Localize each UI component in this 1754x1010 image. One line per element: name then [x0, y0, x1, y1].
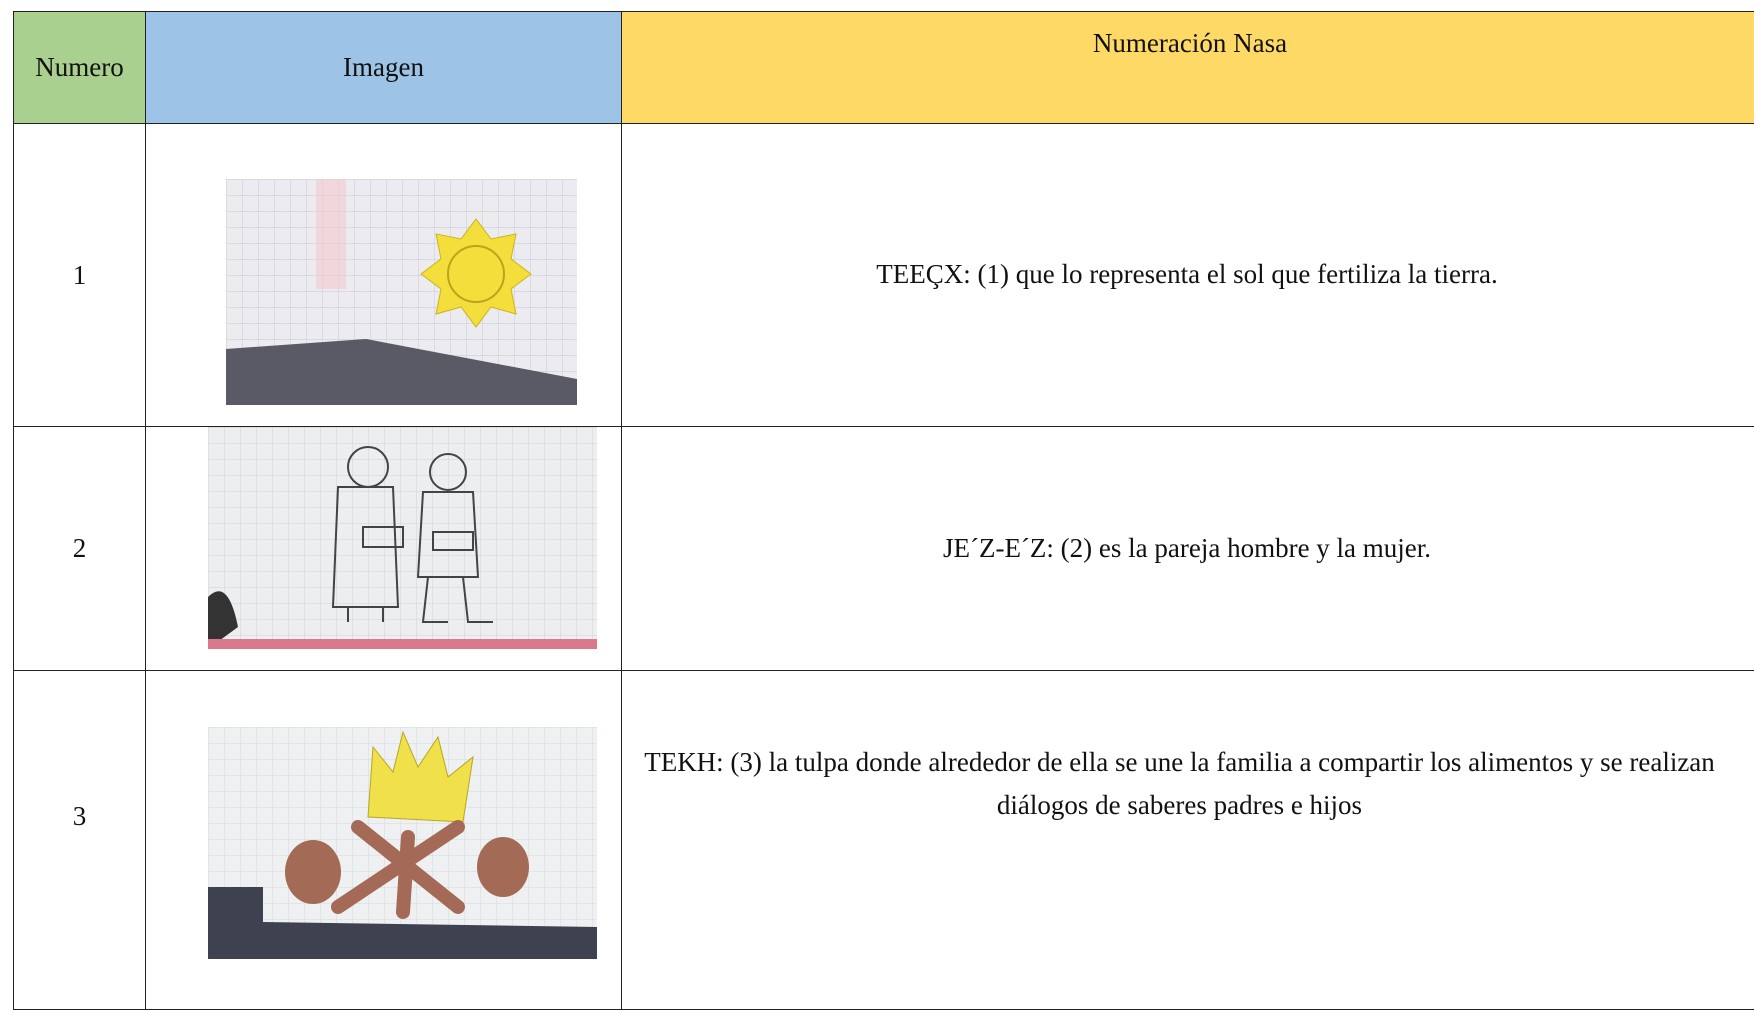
header-cell: Imagen [145, 11, 622, 124]
row-description: TEEÇX: (1) que lo representa el sol que … [876, 259, 1498, 290]
description-cell: JE´Z-E´Z: (2) es la pareja hombre y la m… [621, 426, 1754, 671]
header-text: Numero [35, 52, 124, 82]
header-text: Imagen [343, 52, 424, 82]
description-cell: TEKH: (3) la tulpa donde alrededor de el… [621, 670, 1754, 1010]
row-number: 2 [72, 533, 87, 563]
header-text: Numeración Nasa [1092, 28, 1288, 58]
row-description: JE´Z-E´Z: (2) es la pareja hombre y la m… [942, 532, 1432, 563]
header-cell: Numero [13, 11, 146, 124]
header-cell: Numeración Nasa [621, 11, 1754, 124]
number-cell: 1 [13, 123, 146, 427]
page: Numero Imagen Numeración Nasa 1 TEEÇX: (… [13, 11, 1754, 1010]
fire-drawing [208, 727, 597, 959]
number-cell: 3 [13, 670, 146, 1010]
row-description: TEKH: (3) la tulpa donde alrededor de el… [644, 747, 1715, 821]
number-cell: 2 [13, 426, 146, 671]
row-number: 3 [72, 801, 87, 831]
couple-drawing [208, 427, 597, 649]
row-number: 1 [72, 259, 87, 290]
description-cell: TEEÇX: (1) que lo representa el sol que … [621, 123, 1754, 427]
sun-drawing [226, 179, 577, 405]
